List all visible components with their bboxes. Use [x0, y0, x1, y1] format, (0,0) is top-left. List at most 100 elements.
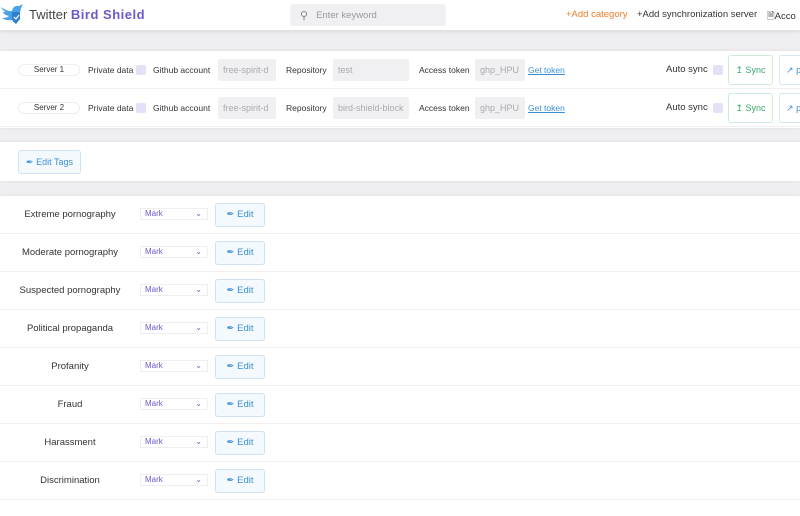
external-link-icon: ↗	[786, 102, 794, 113]
open-button[interactable]: ↗ p	[779, 92, 800, 123]
category-name: Moderate pornography	[21, 247, 119, 258]
edit-category-button[interactable]: ✒ Edit	[215, 317, 265, 341]
action-select[interactable]: Mark ⌄	[140, 474, 208, 486]
chevron-down-icon: ⌄	[195, 247, 202, 256]
sync-button[interactable]: ↥ Sync	[728, 54, 773, 85]
search-placeholder: Enter keyword	[316, 9, 377, 21]
app-title: Twitter Bird Shield	[29, 7, 145, 22]
edit-category-button[interactable]: ✒ Edit	[215, 355, 265, 379]
github-account-label: Github account	[153, 102, 211, 113]
edit-category-button[interactable]: ✒ Edit	[215, 241, 265, 265]
private-data-label: Private data	[88, 102, 134, 113]
chevron-down-icon: ⌄	[195, 361, 202, 370]
action-value: Mark	[145, 323, 163, 332]
github-account-label: Github account	[153, 64, 211, 75]
sync-button[interactable]: ↥ Sync	[728, 92, 773, 123]
access-token-input[interactable]: ghp_HPU	[475, 58, 525, 81]
server-row: Server 2 Private data Github account fre…	[0, 89, 800, 127]
edit-category-button[interactable]: ✒ Edit	[215, 203, 265, 227]
repository-label: Repository	[286, 102, 327, 113]
chevron-down-icon: ⌄	[195, 399, 202, 408]
access-token-label: Access token	[419, 102, 470, 113]
open-label: p	[796, 64, 800, 75]
action-value: Mark	[145, 247, 163, 256]
category-row: Suspected pornography Mark ⌄ ✒ Edit	[0, 272, 800, 310]
edit-label: Edit	[237, 209, 254, 220]
github-account-input[interactable]: free-spirit-d	[218, 58, 276, 81]
quill-icon: ✒	[226, 209, 235, 220]
auto-sync-checkbox[interactable]	[713, 102, 723, 113]
category-row: Profanity Mark ⌄ ✒ Edit	[0, 348, 800, 386]
tags-card: ✒ Edit Tags	[0, 142, 800, 181]
quill-icon: ✒	[226, 361, 235, 372]
category-name: Profanity	[51, 361, 89, 372]
chevron-down-icon: ⌄	[195, 437, 202, 446]
sync-label: Sync	[745, 64, 766, 75]
search-icon: ⚲	[300, 9, 309, 22]
sync-label: Sync	[745, 102, 766, 113]
document-icon: 🗎	[767, 11, 775, 22]
edit-category-button[interactable]: ✒ Edit	[215, 393, 265, 417]
edit-tags-button[interactable]: ✒ Edit Tags	[18, 150, 81, 174]
quill-icon: ✒	[226, 399, 235, 410]
repository-input[interactable]: test	[333, 58, 409, 81]
private-data-checkbox[interactable]	[136, 102, 146, 113]
quill-icon: ✒	[226, 247, 235, 258]
action-select[interactable]: Mark ⌄	[140, 322, 208, 334]
repository-label: Repository	[286, 64, 327, 75]
upload-icon: ↥	[735, 64, 743, 75]
category-name: Discrimination	[40, 475, 100, 486]
edit-tags-label: Edit Tags	[36, 157, 73, 167]
chevron-down-icon: ⌄	[195, 209, 202, 218]
server-row: Server 1 Private data Github account fre…	[0, 51, 800, 89]
action-value: Mark	[145, 209, 163, 218]
edit-category-button[interactable]: ✒ Edit	[215, 279, 265, 303]
github-account-input[interactable]: free-spirit-d	[218, 96, 276, 119]
external-link-icon: ↗	[786, 64, 794, 75]
private-data-checkbox[interactable]	[136, 64, 146, 75]
category-row: Extreme pornography Mark ⌄ ✒ Edit	[0, 196, 800, 234]
action-select[interactable]: Mark ⌄	[140, 398, 208, 410]
edit-label: Edit	[237, 475, 254, 486]
edit-label: Edit	[237, 247, 254, 258]
search-input[interactable]: ⚲ Enter keyword	[290, 4, 446, 26]
action-value: Mark	[145, 399, 163, 408]
category-row: Fraud Mark ⌄ ✒ Edit	[0, 386, 800, 424]
account-link[interactable]: 🗎Acco	[767, 9, 796, 25]
auto-sync-label: Auto sync	[666, 64, 708, 75]
repository-input[interactable]: bird-shield-block	[333, 96, 409, 119]
action-select[interactable]: Mark ⌄	[140, 284, 208, 296]
action-select[interactable]: Mark ⌄	[140, 246, 208, 258]
edit-category-button[interactable]: ✒ Edit	[215, 469, 265, 493]
server-name[interactable]: Server 2	[18, 101, 80, 114]
category-row: Discrimination Mark ⌄ ✒ Edit	[0, 462, 800, 500]
title-plain: Twitter	[29, 7, 68, 22]
get-token-link[interactable]: Get token	[528, 64, 565, 75]
action-value: Mark	[145, 361, 163, 370]
server-name[interactable]: Server 1	[18, 63, 80, 76]
edit-label: Edit	[237, 399, 254, 410]
action-value: Mark	[145, 285, 163, 294]
action-select[interactable]: Mark ⌄	[140, 436, 208, 448]
account-label: Acco	[774, 11, 796, 22]
category-name: Extreme pornography	[24, 209, 116, 220]
quill-icon: ✒	[26, 157, 34, 167]
quill-icon: ✒	[226, 285, 235, 296]
access-token-label: Access token	[419, 64, 470, 75]
action-value: Mark	[145, 475, 163, 484]
add-category-link[interactable]: +Add category	[566, 9, 628, 20]
upload-icon: ↥	[735, 102, 743, 113]
quill-icon: ✒	[226, 323, 235, 334]
action-select[interactable]: Mark ⌄	[140, 360, 208, 372]
add-server-link[interactable]: +Add synchronization server	[637, 9, 758, 20]
access-token-input[interactable]: ghp_HPU	[475, 96, 525, 119]
action-select[interactable]: Mark ⌄	[140, 208, 208, 220]
category-name: Harassment	[44, 437, 96, 448]
auto-sync-checkbox[interactable]	[713, 64, 723, 75]
edit-label: Edit	[237, 437, 254, 448]
edit-category-button[interactable]: ✒ Edit	[215, 431, 265, 455]
category-row: Harassment Mark ⌄ ✒ Edit	[0, 424, 800, 462]
get-token-link[interactable]: Get token	[528, 102, 565, 113]
edit-label: Edit	[237, 285, 254, 296]
open-button[interactable]: ↗ p	[779, 54, 800, 85]
